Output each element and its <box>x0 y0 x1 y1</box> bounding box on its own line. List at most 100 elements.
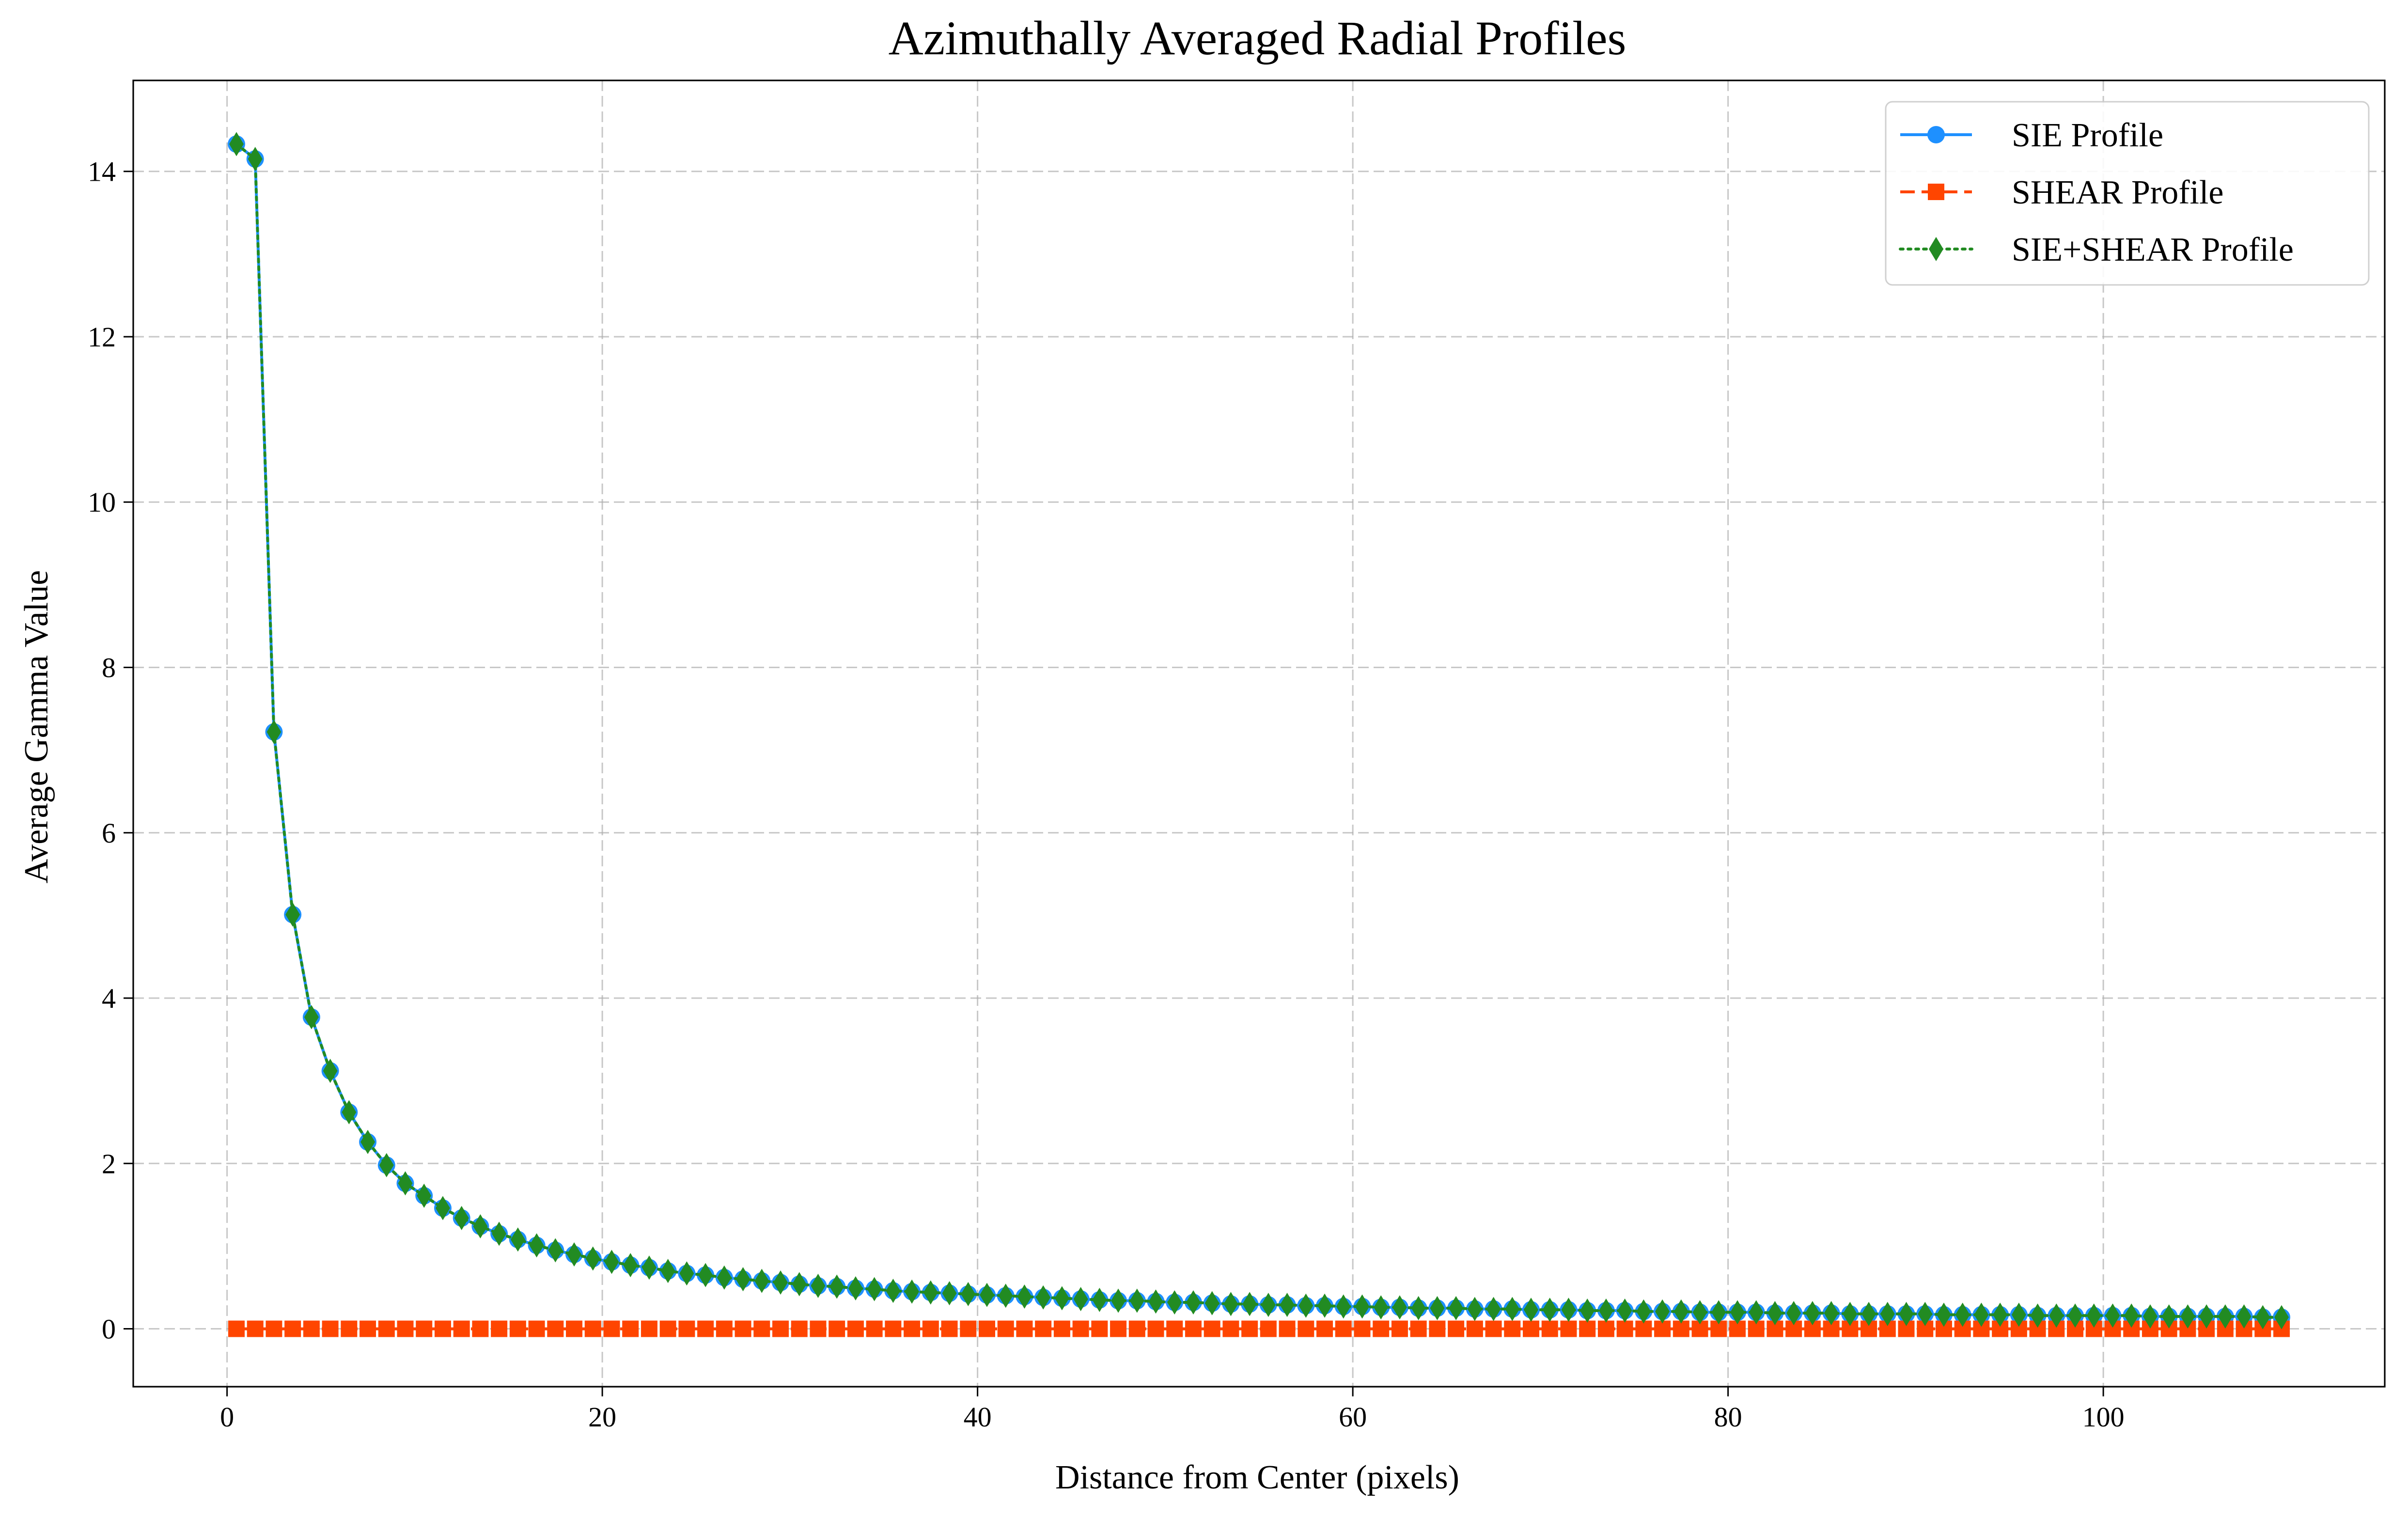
data-point <box>1579 1320 1596 1337</box>
data-point <box>1391 1320 1408 1337</box>
data-point <box>1466 1320 1483 1337</box>
y-tick-label: 12 <box>88 321 116 353</box>
data-point <box>1711 1300 1726 1325</box>
data-point <box>548 1238 563 1263</box>
data-point <box>284 1320 301 1337</box>
data-point <box>1598 1299 1613 1323</box>
data-point <box>1355 1294 1370 1319</box>
data-point <box>754 1268 769 1293</box>
data-point <box>1335 1320 1352 1337</box>
data-point <box>1392 1295 1407 1320</box>
data-point <box>1222 1320 1239 1337</box>
data-point <box>735 1320 751 1337</box>
data-point <box>547 1320 564 1337</box>
data-point <box>848 1276 863 1300</box>
data-point <box>417 1183 432 1208</box>
data-point <box>1016 1320 1033 1337</box>
data-point <box>1167 1290 1182 1315</box>
data-point <box>1317 1293 1332 1318</box>
data-point <box>1861 1301 1876 1326</box>
data-point <box>960 1320 977 1337</box>
data-point <box>285 902 300 927</box>
data-point <box>1936 1302 1951 1327</box>
data-point <box>1354 1320 1371 1337</box>
plot-frame <box>132 79 2386 1388</box>
data-point <box>1805 1301 1820 1326</box>
data-point <box>323 1059 338 1083</box>
data-point <box>1523 1320 1540 1337</box>
data-point <box>341 1320 358 1337</box>
data-point <box>1616 1320 1633 1337</box>
data-point <box>1542 1298 1557 1322</box>
data-point <box>247 1320 264 1337</box>
data-point <box>1636 1299 1651 1324</box>
data-point <box>1655 1299 1670 1324</box>
y-tick-label: 2 <box>102 1148 116 1179</box>
data-point <box>1185 1320 1202 1337</box>
data-point <box>678 1320 695 1337</box>
data-point <box>1561 1298 1576 1322</box>
data-point <box>698 1263 713 1287</box>
data-point <box>2236 1304 2252 1329</box>
y-tick-label: 14 <box>88 156 116 188</box>
data-point <box>1448 1320 1465 1337</box>
data-point <box>1955 1302 1970 1327</box>
data-point <box>454 1205 469 1230</box>
data-point <box>2255 1305 2270 1330</box>
data-point <box>905 1279 920 1304</box>
y-tick-label: 8 <box>102 652 116 683</box>
data-point <box>1091 1320 1108 1337</box>
data-point <box>978 1320 995 1337</box>
data-point <box>717 1265 732 1290</box>
chart-legend: SIE Profile SHEAR Profile SIE+SHEAR Profil… <box>1885 101 2370 286</box>
data-point <box>1053 1320 1070 1337</box>
data-point <box>528 1320 545 1337</box>
data-point <box>266 720 281 744</box>
data-point <box>248 147 263 172</box>
data-point <box>660 1259 675 1283</box>
data-point <box>1918 1301 1933 1326</box>
data-point <box>829 1274 844 1299</box>
data-point <box>697 1320 714 1337</box>
data-point <box>1204 1291 1220 1315</box>
legend-label: SHEAR Profile <box>2012 174 2224 211</box>
data-point <box>923 1280 938 1305</box>
data-point <box>1880 1301 1895 1326</box>
data-point <box>961 1282 976 1306</box>
data-point <box>904 1320 921 1337</box>
series-shear-profile <box>228 1320 2290 1337</box>
legend-label: SIE Profile <box>2012 117 2163 154</box>
data-point <box>378 1320 395 1337</box>
data-point <box>1505 1297 1520 1321</box>
data-point <box>1597 1320 1614 1337</box>
data-point <box>1261 1293 1276 1317</box>
x-tick-label: 60 <box>1339 1401 1367 1433</box>
legend-marker <box>1929 237 1943 261</box>
grid-lines <box>133 80 2385 1387</box>
data-point <box>584 1320 601 1337</box>
data-point <box>791 1320 808 1337</box>
data-point <box>509 1320 526 1337</box>
data-point <box>1260 1320 1277 1337</box>
data-point <box>1730 1300 1745 1325</box>
data-point <box>659 1320 676 1337</box>
data-point <box>1129 1288 1144 1313</box>
data-point <box>1092 1287 1107 1312</box>
data-point <box>886 1279 901 1303</box>
data-point <box>304 1005 319 1030</box>
data-point <box>266 1320 282 1337</box>
data-point <box>1411 1296 1426 1320</box>
data-point <box>1580 1299 1595 1323</box>
data-point <box>492 1221 507 1246</box>
data-point <box>1128 1320 1145 1337</box>
data-point <box>1617 1299 1632 1323</box>
data-point <box>473 1214 488 1238</box>
data-point <box>1280 1293 1295 1317</box>
x-tick-label: 100 <box>2082 1401 2125 1433</box>
data-point <box>847 1320 864 1337</box>
legend-marker <box>1927 126 1945 143</box>
data-point <box>623 1253 638 1278</box>
data-point <box>1843 1301 1858 1326</box>
data-point <box>2030 1303 2045 1328</box>
